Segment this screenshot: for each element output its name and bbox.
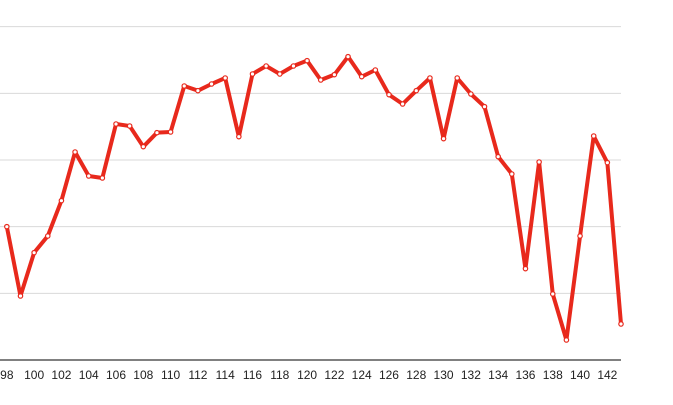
point [495, 153, 501, 160]
point [208, 81, 215, 87]
point [372, 67, 379, 73]
point [399, 101, 406, 107]
x-tick-label: 118 [270, 368, 289, 382]
x-tick-label: 110 [161, 368, 180, 382]
point [154, 129, 160, 136]
point [481, 103, 488, 110]
point [304, 57, 310, 64]
point [99, 175, 106, 181]
point [85, 173, 92, 179]
point [549, 291, 556, 297]
x-tick-label: 108 [133, 368, 153, 382]
point [4, 223, 10, 230]
point [236, 133, 242, 140]
point [454, 75, 461, 81]
point [44, 233, 51, 239]
point [263, 63, 269, 69]
x-tick-label: 98 [0, 368, 14, 382]
x-tick-label: 114 [216, 368, 235, 382]
point [577, 233, 583, 239]
x-tick-label: 124 [352, 368, 372, 382]
point [181, 83, 188, 89]
x-tick-label: 106 [106, 368, 126, 382]
line [4, 54, 623, 342]
point [331, 71, 338, 78]
point [31, 249, 37, 256]
x-tick-label: 100 [24, 368, 44, 382]
x-tick-label: 138 [543, 368, 563, 382]
x-tick-label: 130 [434, 368, 454, 382]
point [167, 129, 174, 135]
point [345, 53, 351, 60]
point [413, 87, 420, 94]
point [126, 123, 133, 129]
x-tick-label: 142 [597, 368, 617, 382]
point [618, 321, 624, 327]
x-tick-label: 126 [379, 368, 399, 382]
x-tick-label: 134 [488, 368, 508, 382]
point [222, 75, 228, 81]
point [386, 91, 392, 98]
point [276, 71, 283, 77]
point [195, 87, 201, 94]
x-tick-label: 122 [324, 368, 344, 382]
point [290, 63, 297, 69]
point [140, 143, 147, 150]
point [427, 75, 433, 81]
x-tick-label: 128 [406, 368, 426, 382]
x-tick-label: 140 [570, 368, 590, 382]
point [317, 77, 324, 83]
point [563, 337, 570, 343]
point [468, 91, 474, 97]
point [113, 121, 119, 127]
point [522, 265, 529, 272]
x-tick-label: 116 [243, 368, 262, 382]
x-tick-label: 136 [515, 368, 535, 382]
point [249, 71, 256, 77]
point [58, 197, 65, 204]
point [17, 293, 24, 299]
point [72, 149, 78, 155]
x-tick-label: 102 [51, 368, 71, 382]
point [509, 171, 515, 177]
x-tick-label: 112 [188, 368, 207, 382]
point [440, 135, 447, 142]
x-tick-label: 120 [297, 368, 317, 382]
point [536, 159, 542, 165]
point [604, 159, 611, 166]
point [590, 133, 597, 139]
x-tick-label: 132 [461, 368, 481, 382]
point [358, 73, 365, 80]
x-tick-label: 104 [79, 368, 99, 382]
